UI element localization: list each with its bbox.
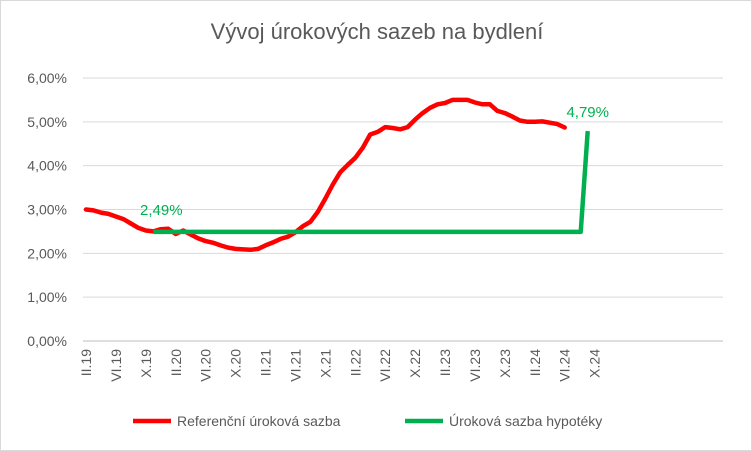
x-tick-label: II.20 xyxy=(168,349,184,376)
series-line-referencni-sazba xyxy=(83,97,567,253)
x-tick-label: VI.23 xyxy=(467,349,483,382)
series-lines xyxy=(83,97,590,253)
legend-label-referencni: Referenční úroková sazba xyxy=(177,413,341,429)
data-label-end: 4,79% xyxy=(566,104,609,121)
x-tick-label: X.19 xyxy=(138,349,154,378)
gridlines xyxy=(83,77,723,342)
x-axis-ticks: II.19 VI.19 X.19 II.20 VI.20 X.20 II.21 VI.21 X.… xyxy=(78,349,603,382)
x-tick-label: II.22 xyxy=(347,349,363,376)
legend: Referenční úroková sazba Úroková sazba hy… xyxy=(133,413,602,429)
legend-label-hypoteky: Úroková sazba hypotéky xyxy=(449,413,602,429)
x-tick-label: VI.24 xyxy=(557,349,573,382)
y-tick-label: 5,00% xyxy=(27,114,67,130)
y-tick-label: 6,00% xyxy=(27,70,67,86)
x-tick-label: II.21 xyxy=(258,349,274,376)
x-tick-label: VI.21 xyxy=(287,349,303,382)
series-line-sazba-hypoteky xyxy=(153,130,590,235)
x-tick-label: X.21 xyxy=(317,349,333,378)
chart-title: Vývoj úrokových sazeb na bydlení xyxy=(210,19,544,44)
x-tick-label: II.24 xyxy=(527,349,543,376)
x-tick-label: X.24 xyxy=(587,349,603,378)
y-tick-label: 3,00% xyxy=(27,202,67,218)
y-tick-label: 4,00% xyxy=(27,158,67,174)
x-tick-label: X.22 xyxy=(407,349,423,378)
annotations: 2,49% 4,79% xyxy=(140,104,609,219)
y-tick-label: 0,00% xyxy=(27,333,67,349)
x-tick-label: X.23 xyxy=(497,349,513,378)
x-tick-label: VI.19 xyxy=(108,349,124,382)
x-tick-label: VI.22 xyxy=(377,349,393,382)
x-tick-label: VI.20 xyxy=(198,349,214,382)
y-axis-ticks: 0,00% 1,00% 2,00% 3,00% 4,00% 5,00% 6,00% xyxy=(27,70,67,349)
y-tick-label: 1,00% xyxy=(27,289,67,305)
x-tick-label: X.20 xyxy=(228,349,244,378)
data-label-start: 2,49% xyxy=(140,202,183,219)
x-tick-label: II.23 xyxy=(437,349,453,376)
x-tick-label: II.19 xyxy=(78,349,94,376)
y-tick-label: 2,00% xyxy=(27,245,67,261)
